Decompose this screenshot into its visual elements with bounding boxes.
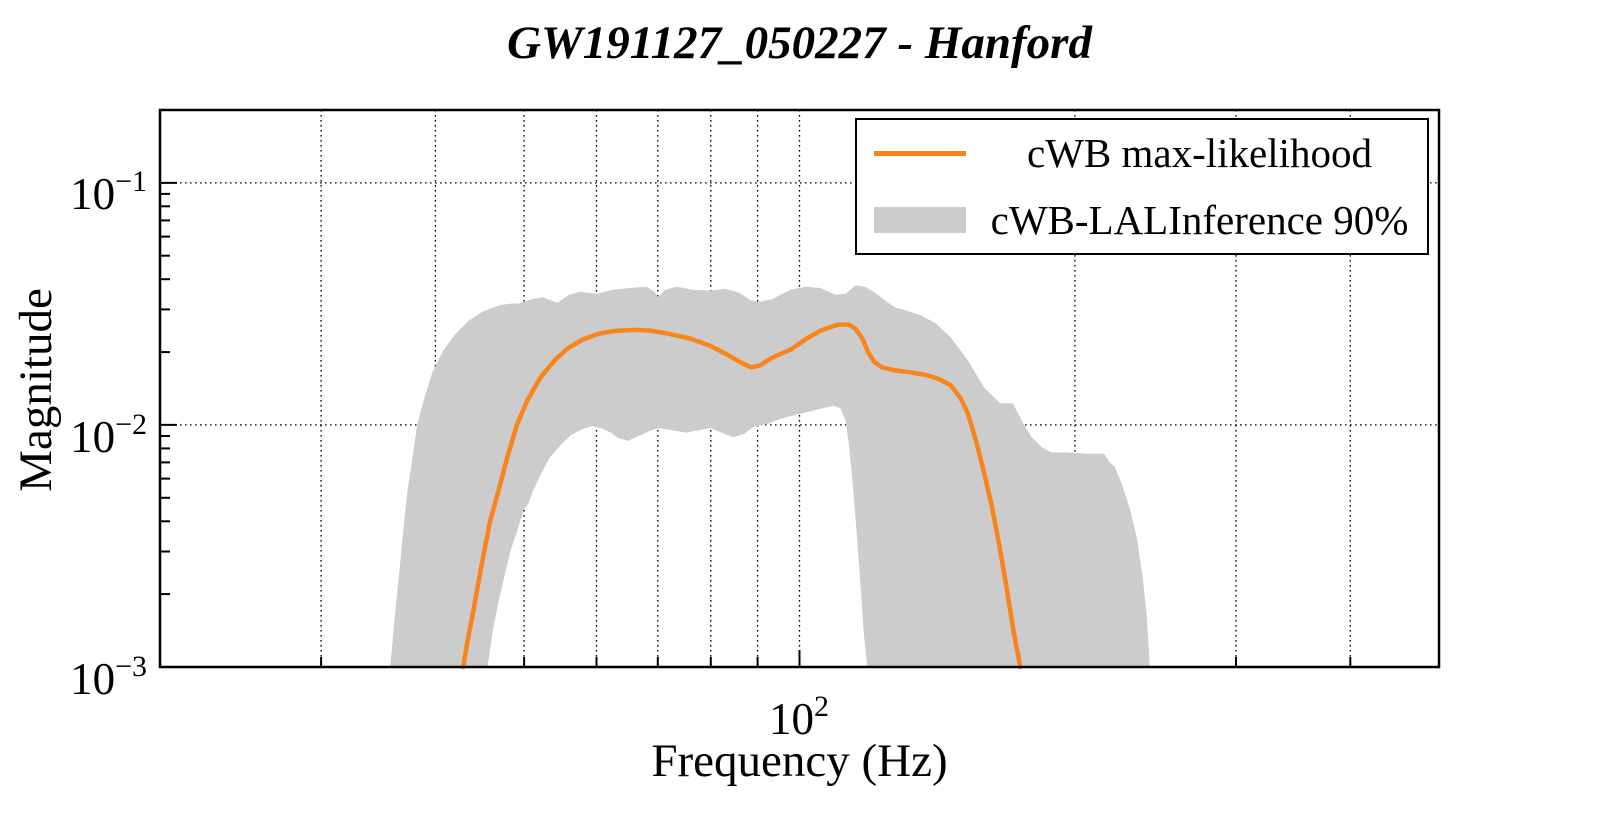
legend-label: cWB-LALInference 90%	[990, 196, 1409, 243]
legend-entry-lalinference: cWB-LALInference 90%	[857, 187, 1427, 254]
y-tick-label-1e-3: 10−3	[70, 650, 147, 704]
plot-title: GW191127_050227 - Hanford	[507, 17, 1092, 69]
y-tick-label-1e-2: 10−2	[70, 408, 147, 462]
legend-entry-max-likelihood: cWB max-likelihood	[857, 120, 1427, 187]
legend: cWB max-likelihood cWB-LALInference 90%	[855, 118, 1429, 255]
y-tick-label-1e-1: 10−1	[70, 165, 147, 219]
legend-line-swatch	[873, 150, 966, 156]
legend-box-swatch	[873, 206, 966, 233]
x-axis-label: Frequency (Hz)	[651, 735, 948, 787]
legend-label: cWB max-likelihood	[1027, 130, 1372, 177]
x-tick-label-100: 102	[769, 690, 829, 744]
